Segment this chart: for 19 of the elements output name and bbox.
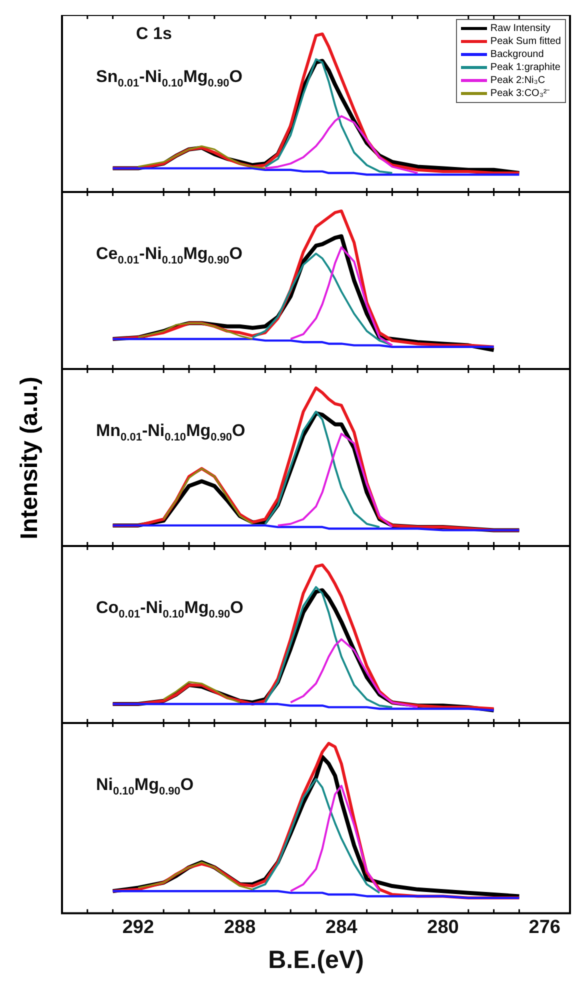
legend-label: Peak 1:graphite	[490, 61, 560, 74]
x-tick-label: 292	[122, 916, 154, 938]
x-axis-title: B.E.(eV)	[268, 946, 364, 974]
x-tick-label: 284	[326, 916, 358, 938]
legend-label: Raw Intensity	[490, 22, 550, 35]
x-tick-label: 276	[528, 916, 560, 938]
annotation: Ni$_{0.10}$Mg$_{0.90}$O	[96, 775, 194, 798]
legend-label: Background	[490, 48, 544, 61]
annotation: Mn$_{0.01}$-Ni$_{0.10}$Mg$_{0.90}$O	[96, 421, 246, 444]
x-tick-label: 280	[427, 916, 459, 938]
annotation: Sn$_{0.01}$-Ni$_{0.10}$Mg$_{0.90}$O	[96, 67, 242, 90]
x-tick-label: 288	[224, 916, 256, 938]
legend-label: Peak Sum fitted	[490, 35, 561, 48]
legend-label: Peak 3:CO₃²⁻	[490, 87, 550, 100]
annotation: Co$_{0.01}$-Ni$_{0.10}$Mg$_{0.90}$O	[96, 598, 244, 620]
legend-label: Peak 2:Ni₃C	[490, 74, 546, 87]
annotation: Ce$_{0.01}$-Ni$_{0.10}$Mg$_{0.90}$O	[96, 244, 242, 266]
annotation: C 1s	[136, 24, 172, 43]
y-axis-title: Intensity (a.u.)	[16, 376, 44, 539]
